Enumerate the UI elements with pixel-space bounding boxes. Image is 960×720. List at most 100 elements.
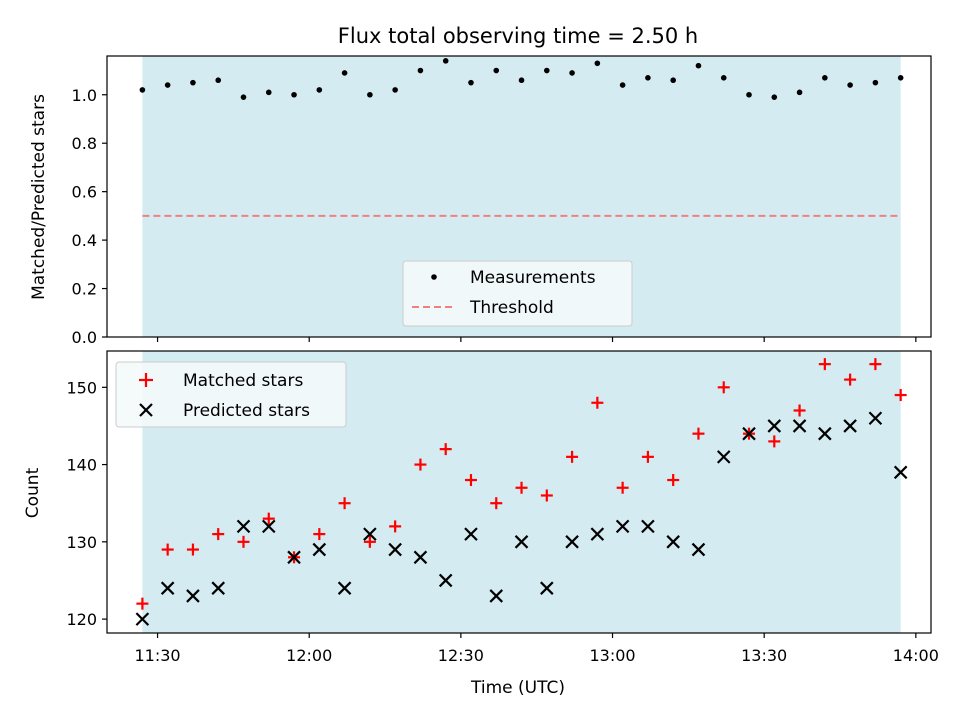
measurement-points: [139, 58, 904, 100]
y-tick-label: 0.6: [72, 183, 97, 202]
measurement-point: [847, 82, 853, 88]
measurement-point: [164, 82, 171, 88]
matched-star-point: [389, 520, 402, 533]
x-tick-label: 12:00: [286, 646, 332, 665]
measurement-point: [544, 67, 550, 74]
bottom-legend-box: [115, 361, 347, 428]
x-tick-label: 13:00: [589, 646, 635, 665]
matched-star-point: [414, 458, 427, 471]
measurement-point: [468, 79, 474, 86]
predicted-star-point: [413, 550, 428, 565]
bottom-x-ticks: 11:30 12:00 12:30 13:00 13:30 14:00: [134, 633, 939, 665]
top-legend: Measurements Threshold: [402, 260, 633, 327]
measurement-point: [341, 70, 348, 76]
predicted-star-point: [438, 573, 453, 588]
x-tick-label: 13:30: [741, 646, 787, 665]
y-tick-label: 140: [66, 456, 97, 475]
predicted-star-point: [211, 581, 225, 595]
predicted-star-point: [363, 527, 377, 541]
top-x-ticks: [156, 337, 917, 342]
predicted-star-point: [716, 450, 731, 464]
predicted-star-point: [590, 527, 605, 541]
predicted-star-point: [742, 426, 756, 441]
top-axes-frame: [106, 55, 932, 338]
measurement-point: [291, 91, 297, 98]
predicted-star-point: [261, 519, 276, 534]
predicted-star-point: [843, 419, 857, 433]
matched-star-point: [768, 435, 781, 448]
measurement-point: [594, 60, 601, 67]
measurement-point: [720, 75, 727, 81]
measurement-point: [872, 79, 879, 86]
predicted-star-point: [514, 535, 529, 549]
predicted-star-point: [792, 419, 807, 433]
y-tick-label: 0.8: [72, 134, 97, 153]
matched-star-point: [212, 528, 225, 541]
matched-star-point: [894, 389, 907, 402]
matched-star-point: [692, 427, 705, 440]
predicted-star-point: [691, 542, 706, 557]
y-tick-label: 150: [66, 378, 97, 397]
measurement-point: [670, 77, 676, 84]
matched-star-point: [540, 489, 553, 502]
predicted-star-point: [666, 535, 680, 549]
top-legend-box: [402, 260, 633, 327]
x-tick-label: 14:00: [893, 646, 939, 665]
y-tick-label: 0.2: [72, 280, 97, 299]
matched-star-point: [616, 481, 629, 494]
y-tick-label: 0.0: [72, 328, 97, 347]
measurement-point: [771, 94, 778, 100]
x-tick-label: 11:30: [134, 646, 180, 665]
legend-measurements-marker: [431, 274, 437, 280]
matched-star-point: [186, 543, 199, 556]
matched-star-point: [566, 450, 579, 463]
legend-matched-marker: [139, 373, 153, 387]
matched-star-point: [237, 535, 250, 548]
matched-star-point: [363, 535, 376, 548]
predicted-star-point: [312, 542, 327, 557]
predicted-stars-points: [135, 411, 908, 626]
measurement-point: [215, 77, 222, 84]
measurement-point: [442, 58, 449, 64]
legend-measurements-label: Measurements: [470, 268, 596, 288]
measurement-point: [796, 89, 803, 96]
bottom-panel: 120 130 140 150 11:30 12:00 12:30 13:00 13:30 14…: [23, 350, 939, 698]
predicted-star-point: [818, 426, 832, 441]
predicted-star-point: [489, 589, 504, 603]
bottom-y-axis-label: Count: [23, 467, 43, 518]
measurement-point: [417, 67, 424, 74]
predicted-star-point: [186, 589, 200, 603]
legend-threshold-label: Threshold: [469, 298, 554, 318]
predicted-star-point: [287, 550, 301, 565]
measurement-point: [518, 77, 525, 84]
matched-star-point: [818, 358, 831, 371]
y-tick-label: 1.0: [72, 86, 97, 105]
measurement-point: [493, 67, 500, 74]
y-tick-label: 0.4: [72, 231, 97, 250]
measurement-point: [240, 94, 247, 100]
predicted-star-point: [135, 612, 150, 626]
matched-star-point: [439, 443, 452, 456]
x-axis-label: Time (UTC): [470, 678, 565, 698]
measurement-point: [139, 87, 146, 93]
predicted-star-point: [388, 542, 402, 557]
matched-star-point: [793, 404, 806, 417]
predicted-star-point: [464, 527, 478, 541]
measurement-point: [695, 62, 702, 69]
predicted-star-point: [337, 581, 352, 595]
matched-star-point: [667, 474, 680, 487]
measurement-point: [392, 87, 398, 93]
chart-title: Flux total observing time = 2.50 h: [338, 24, 698, 48]
top-panel: 0.0 0.2 0.4 0.6 0.8 1.0 Matched/Predicted sta…: [29, 55, 932, 347]
matched-star-point: [136, 597, 149, 610]
measurement-point: [316, 87, 323, 93]
matched-star-point: [161, 543, 174, 556]
top-y-axis-label: Matched/Predicted stars: [29, 94, 49, 300]
matched-star-point: [591, 396, 604, 409]
matched-star-point: [869, 358, 882, 371]
matched-stars-points: [136, 358, 907, 610]
measurement-point: [367, 91, 373, 98]
matched-star-point: [464, 474, 477, 487]
measurement-point: [569, 70, 575, 76]
